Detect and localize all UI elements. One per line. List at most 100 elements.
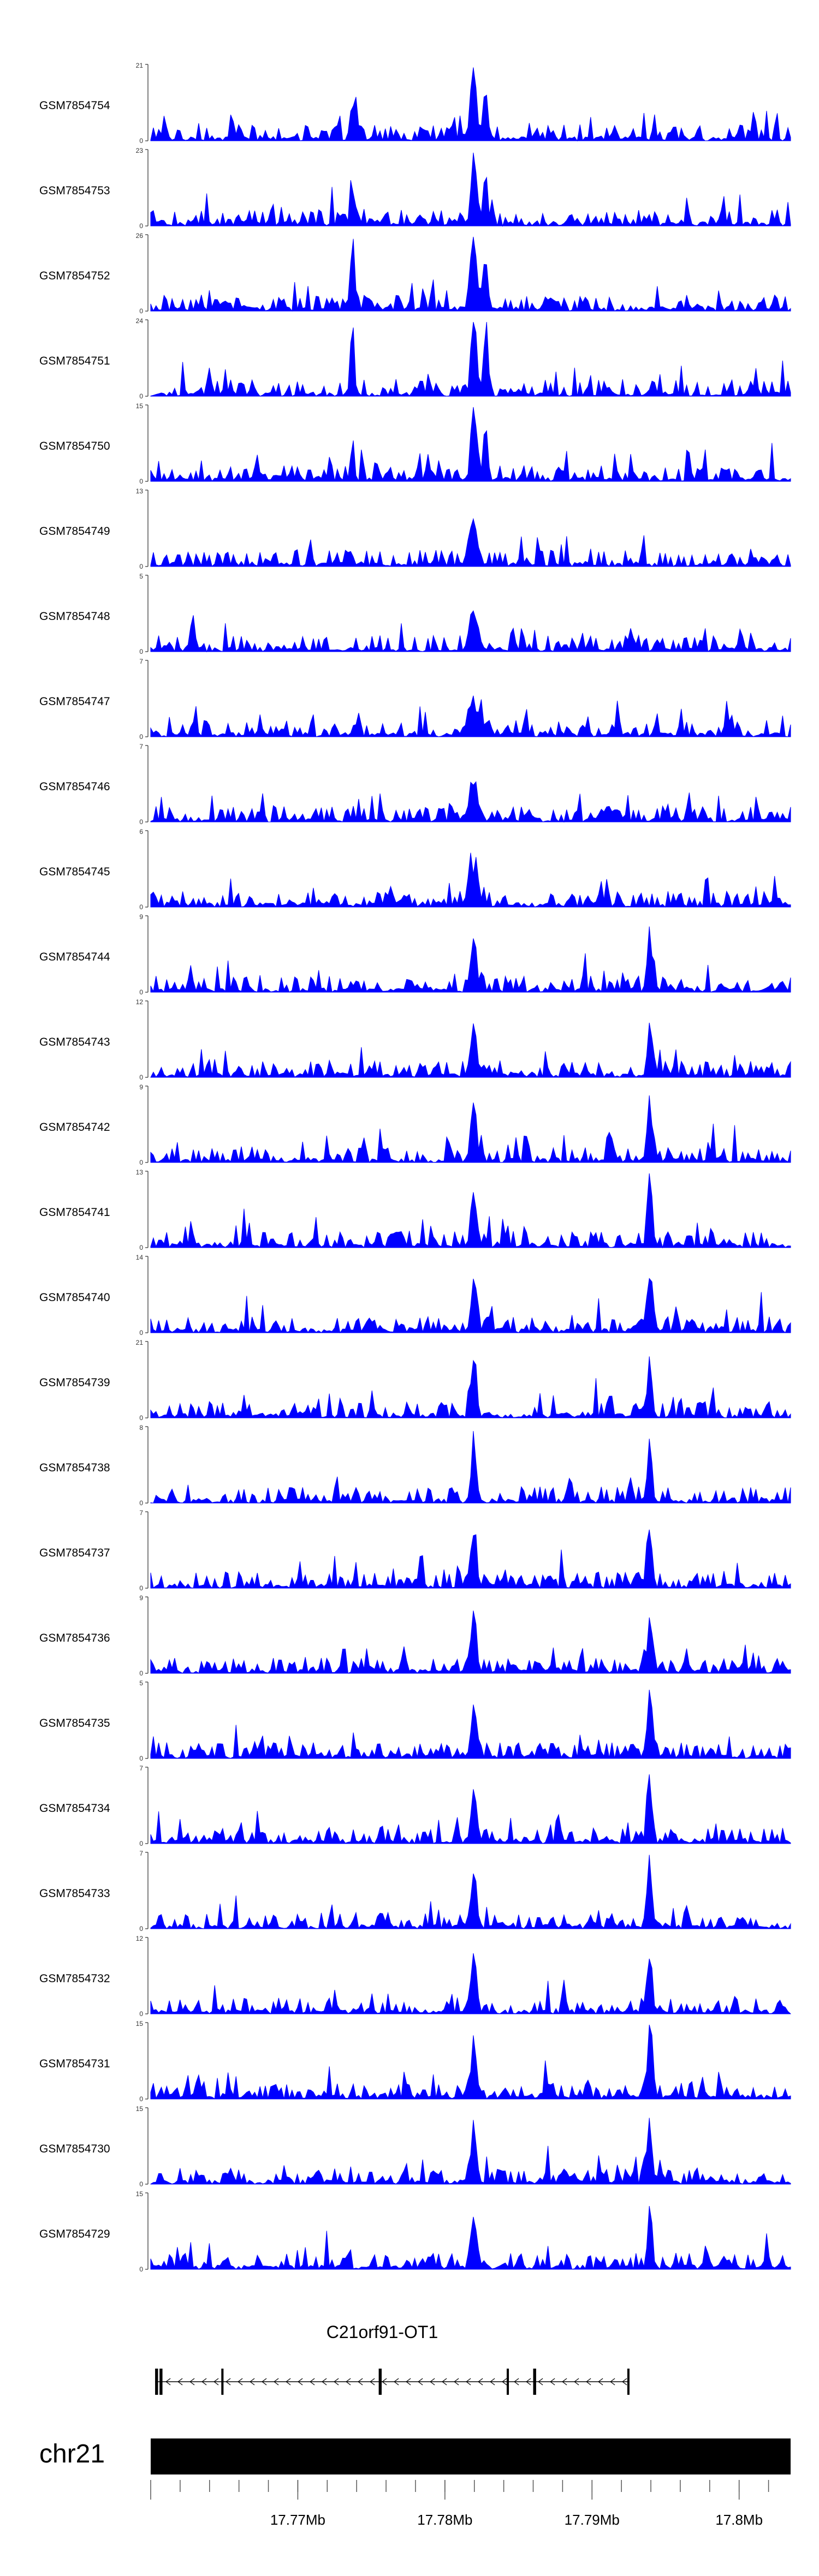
y-min-label: 0 <box>139 988 143 996</box>
y-max-label: 7 <box>139 743 143 750</box>
coverage-area-GSM7854729 <box>150 2206 791 2270</box>
y-max-label: 7 <box>139 1509 143 1517</box>
strand-chevron <box>466 2378 471 2386</box>
gene-exon-3 <box>221 2369 224 2395</box>
track-label-GSM7854747: GSM7854747 <box>39 695 110 708</box>
y-max-label: 15 <box>136 402 144 410</box>
ruler-label-4: 17.8Mb <box>715 2512 763 2528</box>
strand-chevron <box>274 2378 279 2386</box>
gene-name-label: C21orf91-OT1 <box>327 2322 438 2342</box>
strand-chevron <box>562 2378 567 2386</box>
track-label-GSM7854733: GSM7854733 <box>39 1887 110 1900</box>
coverage-area-GSM7854731 <box>150 2024 791 2100</box>
coverage-area-GSM7854742 <box>150 1095 791 1164</box>
y-min-label: 0 <box>139 563 143 570</box>
track-label-GSM7854749: GSM7854749 <box>39 525 110 538</box>
y-min-label: 0 <box>139 1584 143 1592</box>
track-label-GSM7854746: GSM7854746 <box>39 780 110 793</box>
y-min-label: 0 <box>139 1329 143 1337</box>
y-max-label: 7 <box>139 1850 143 1857</box>
strand-chevron <box>238 2378 243 2386</box>
strand-chevron <box>406 2378 411 2386</box>
y-max-label: 13 <box>136 487 144 495</box>
y-max-label: 23 <box>136 147 144 154</box>
coverage-area-GSM7854747 <box>150 695 791 737</box>
y-max-label: 12 <box>136 1935 144 1942</box>
track-label-GSM7854739: GSM7854739 <box>39 1376 110 1389</box>
strand-chevron <box>622 2378 627 2386</box>
y-min-label: 0 <box>139 137 143 145</box>
y-max-label: 5 <box>139 1679 143 1687</box>
chromosome-name: chr21 <box>39 2440 105 2468</box>
strand-chevron <box>310 2378 315 2386</box>
coverage-area-GSM7854753 <box>150 152 791 227</box>
coverage-area-GSM7854751 <box>150 321 791 397</box>
y-max-label: 5 <box>139 573 143 580</box>
chromosome-bar <box>151 2438 791 2474</box>
y-min-label: 0 <box>139 2180 143 2188</box>
coverage-area-GSM7854738 <box>150 1431 791 1504</box>
strand-chevron <box>322 2378 327 2386</box>
y-min-label: 0 <box>139 392 143 400</box>
track-label-GSM7854743: GSM7854743 <box>39 1036 110 1048</box>
strand-chevron <box>382 2378 387 2386</box>
y-max-label: 9 <box>139 913 143 921</box>
strand-chevron <box>550 2378 555 2386</box>
strand-chevron <box>442 2378 447 2386</box>
y-min-label: 0 <box>139 1499 143 1507</box>
strand-chevron <box>286 2378 291 2386</box>
coverage-area-GSM7854732 <box>150 1953 791 2015</box>
strand-chevron <box>586 2378 591 2386</box>
y-max-label: 24 <box>136 317 144 325</box>
track-label-GSM7854729: GSM7854729 <box>39 2228 110 2240</box>
coverage-area-GSM7854739 <box>150 1356 791 1418</box>
track-label-GSM7854731: GSM7854731 <box>39 2058 110 2070</box>
y-max-label: 26 <box>136 232 144 240</box>
strand-chevron <box>298 2378 303 2386</box>
gene-exon-2 <box>159 2369 163 2395</box>
track-label-GSM7854740: GSM7854740 <box>39 1291 110 1304</box>
strand-chevron <box>358 2378 363 2386</box>
y-min-label: 0 <box>139 2265 143 2273</box>
strand-chevron <box>262 2378 267 2386</box>
y-max-label: 15 <box>136 2190 144 2198</box>
track-label-GSM7854738: GSM7854738 <box>39 1462 110 1474</box>
coverage-area-GSM7854750 <box>150 407 791 482</box>
strand-chevron <box>370 2378 375 2386</box>
track-label-GSM7854735: GSM7854735 <box>39 1717 110 1730</box>
y-min-label: 0 <box>139 307 143 315</box>
strand-chevron <box>430 2378 435 2386</box>
strand-chevron <box>394 2378 399 2386</box>
track-label-GSM7854737: GSM7854737 <box>39 1547 110 1559</box>
y-max-label: 9 <box>139 1083 143 1091</box>
y-min-label: 0 <box>139 2095 143 2103</box>
coverage-area-GSM7854737 <box>150 1529 791 1589</box>
track-label-GSM7854751: GSM7854751 <box>39 355 110 367</box>
coverage-area-GSM7854748 <box>150 610 791 653</box>
track-label-GSM7854732: GSM7854732 <box>39 1972 110 1985</box>
coverage-area-GSM7854741 <box>150 1173 791 1249</box>
strand-chevron <box>610 2378 615 2386</box>
track-label-GSM7854742: GSM7854742 <box>39 1121 110 1134</box>
strand-chevron <box>478 2378 483 2386</box>
strand-chevron <box>250 2378 255 2386</box>
ruler-label-3: 17.79Mb <box>565 2512 620 2528</box>
coverage-area-GSM7854754 <box>150 67 791 142</box>
y-min-label: 0 <box>139 648 143 655</box>
y-min-label: 0 <box>139 478 143 485</box>
coverage-area-GSM7854740 <box>150 1278 791 1334</box>
coverage-area-GSM7854749 <box>150 517 791 568</box>
y-min-label: 0 <box>139 1414 143 1422</box>
coverage-area-GSM7854734 <box>150 1774 791 1845</box>
y-min-label: 0 <box>139 733 143 741</box>
y-min-label: 0 <box>139 1159 143 1166</box>
strand-chevron <box>538 2378 543 2386</box>
track-label-GSM7854730: GSM7854730 <box>39 2143 110 2155</box>
track-label-GSM7854754: GSM7854754 <box>39 99 110 112</box>
y-max-label: 13 <box>136 1168 144 1176</box>
y-max-label: 12 <box>136 998 144 1006</box>
y-min-label: 0 <box>139 1925 143 1933</box>
gene-exon-4 <box>378 2369 382 2395</box>
gene-exon-6 <box>533 2369 536 2395</box>
strand-chevron <box>189 2378 195 2386</box>
